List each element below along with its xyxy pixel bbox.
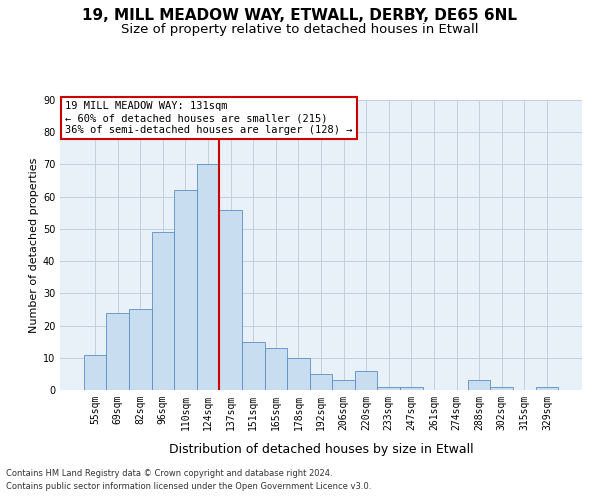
Bar [332,380,355,390]
Text: 19 MILL MEADOW WAY: 131sqm
← 60% of detached houses are smaller (215)
36% of sem: 19 MILL MEADOW WAY: 131sqm ← 60% of deta… [65,102,353,134]
Bar [197,164,220,390]
Bar [468,380,490,390]
Bar [129,310,152,390]
Bar [152,232,174,390]
Text: Distribution of detached houses by size in Etwall: Distribution of detached houses by size … [169,442,473,456]
Bar [310,374,332,390]
Text: Contains public sector information licensed under the Open Government Licence v3: Contains public sector information licen… [6,482,371,491]
Text: Contains HM Land Registry data © Crown copyright and database right 2024.: Contains HM Land Registry data © Crown c… [6,468,332,477]
Bar [377,387,400,390]
Bar [265,348,287,390]
Bar [355,370,377,390]
Bar [287,358,310,390]
Bar [220,210,242,390]
Bar [536,387,558,390]
Y-axis label: Number of detached properties: Number of detached properties [29,158,38,332]
Bar [242,342,265,390]
Bar [490,387,513,390]
Text: 19, MILL MEADOW WAY, ETWALL, DERBY, DE65 6NL: 19, MILL MEADOW WAY, ETWALL, DERBY, DE65… [83,8,517,22]
Bar [174,190,197,390]
Bar [84,354,106,390]
Bar [106,312,129,390]
Text: Size of property relative to detached houses in Etwall: Size of property relative to detached ho… [121,22,479,36]
Bar [400,387,422,390]
